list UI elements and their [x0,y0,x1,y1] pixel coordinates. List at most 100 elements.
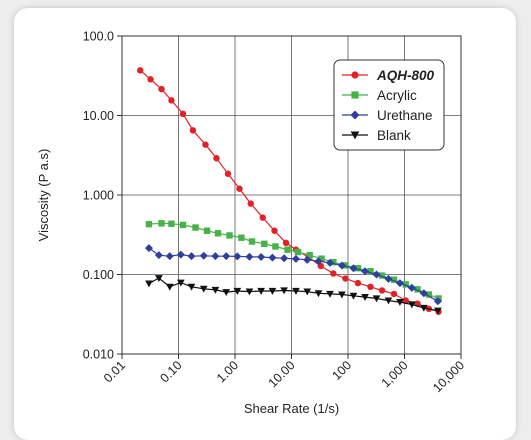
data-point [325,258,334,267]
data-point [314,257,323,266]
data-point [414,286,421,293]
data-point [214,230,222,237]
data-point [199,285,208,293]
data-point [224,170,232,177]
data-point [203,227,211,234]
data-point [408,301,416,309]
data-point [425,291,433,298]
data-point [238,234,245,241]
data-point [192,224,199,231]
viscosity-chart: 0.010 0.100 1.000 10.00 100.0 0.01 0.10 1.00 10… [36,30,467,417]
data-point [433,297,442,306]
data-point [137,67,144,74]
data-point [158,220,165,227]
data-point [261,240,268,248]
data-point [147,76,154,83]
series-aqh-800 [137,67,442,315]
data-point [361,294,369,301]
x-tick-label: 10,000 [430,358,467,395]
data-point [390,290,398,298]
data-point [384,274,393,283]
x-tick-label: 1.00 [214,358,241,385]
data-point [271,227,278,234]
data-point [407,283,416,292]
data-point [179,221,187,229]
data-point [222,289,231,296]
data-point [268,253,277,262]
data-point [284,246,291,253]
legend-label: Blank [377,128,411,143]
data-point [165,283,174,291]
data-point [179,110,187,118]
legend-label: Urethane [377,108,433,123]
data-point [233,287,242,295]
y-axis-title: Viscosity (P a.s) [36,149,51,242]
data-point [213,155,220,162]
data-point [330,270,337,277]
data-point [145,280,153,288]
x-axis-ticks: 0.01 0.10 1.00 10.00 100 1,000 10,000 [101,354,467,395]
data-point [280,287,288,295]
data-point [259,214,266,221]
legend-item: Urethane [342,108,433,123]
data-point [154,251,163,260]
data-point [176,250,185,259]
x-tick-label: 1,000 [379,358,411,390]
x-tick-label: 0.10 [158,358,185,385]
data-point [211,286,220,294]
data-point [272,243,279,250]
data-point [202,141,209,148]
y-tick-label: 10.00 [83,109,114,123]
y-tick-label: 0.100 [83,268,114,282]
data-point [291,254,300,263]
data-point [342,275,349,282]
data-point [354,279,362,287]
data-point [338,291,346,299]
data-point [248,238,256,245]
data-point [292,287,300,295]
data-point [155,275,163,282]
legend-item: AQH-800 [342,68,435,83]
data-point [257,253,266,262]
x-tick-label: 100 [329,358,354,383]
data-point [294,248,302,256]
series-urethane [144,244,442,306]
data-point [361,267,370,276]
data-point [314,290,323,298]
data-point [280,254,289,263]
data-point [390,276,398,283]
y-tick-label: 1.000 [83,189,114,203]
data-point [396,298,404,306]
data-point [199,251,208,260]
data-point [351,71,359,79]
data-point [337,261,346,270]
data-point [395,279,404,288]
data-point [372,295,381,303]
data-point [236,185,243,192]
data-point [372,270,381,279]
x-tick-label: 10.00 [266,358,298,390]
series-layer [137,67,442,315]
data-point [351,91,359,99]
data-point [367,283,374,291]
data-point [211,252,220,261]
data-point [330,258,337,266]
data-point [168,220,175,227]
data-point [303,255,312,264]
y-tick-label: 0.010 [83,348,114,362]
data-point [245,288,254,296]
data-point [226,232,233,239]
data-point [145,220,153,228]
y-axis-ticks: 0.010 0.100 1.000 10.00 100.0 [83,30,122,362]
data-point [419,289,428,298]
data-point [350,110,360,120]
data-point [367,268,374,275]
series-blank [145,275,442,315]
data-point [144,244,153,253]
data-point [354,265,362,272]
x-axis-title: Shear Rate (1/s) [244,401,339,416]
data-point [306,251,313,259]
data-point [176,279,185,287]
data-point [165,252,174,261]
data-point [158,85,165,93]
